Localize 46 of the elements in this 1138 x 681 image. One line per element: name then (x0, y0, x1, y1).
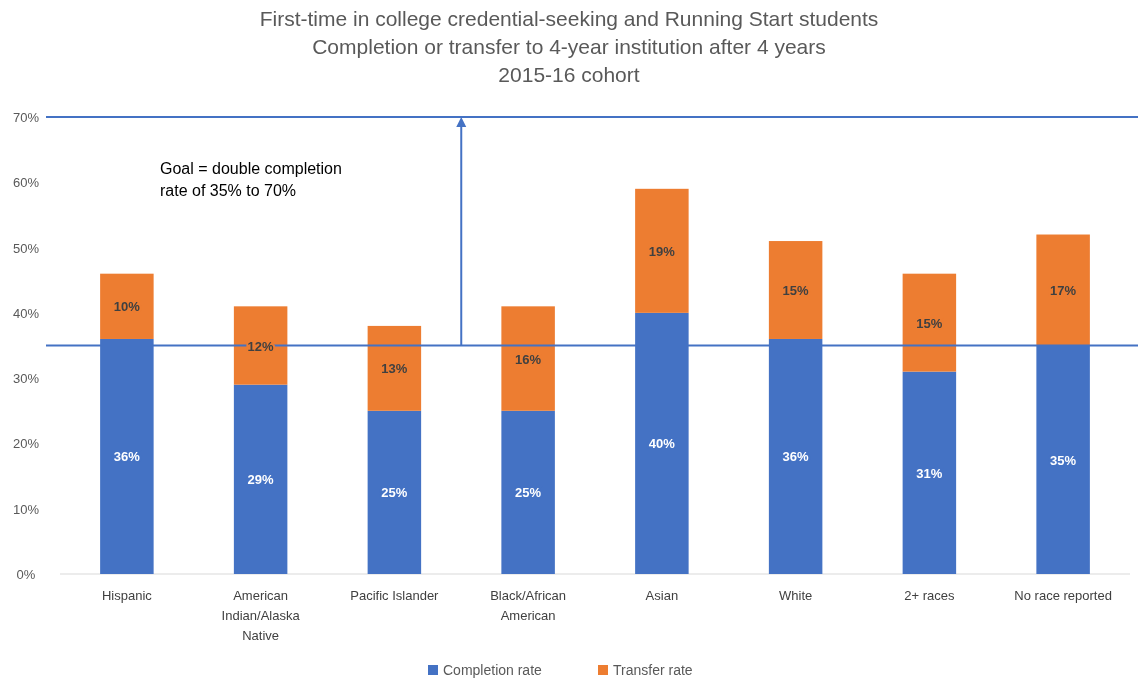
x-tick-label: White (779, 588, 813, 603)
x-tick-label: American Indian/Alaska Native (221, 588, 301, 643)
bar (768, 241, 823, 339)
x-tick-label: Black/African American (490, 588, 567, 623)
bar (233, 306, 288, 385)
y-tick-label: 60% (12, 175, 40, 191)
y-tick-label: 0% (16, 567, 36, 582)
bar (100, 273, 154, 339)
legend-label: Completion rate (443, 662, 543, 678)
data-label: 10% (113, 299, 141, 315)
data-label: 25% (381, 485, 408, 501)
chart-title: First-time in college credential-seeking and Running Start students Completion or transfer to 4-year institution after 4 years 2015-16 cohort (259, 7, 879, 86)
y-tick-label: 10% (12, 501, 40, 517)
data-label: 16% (515, 351, 542, 367)
bar (233, 384, 288, 574)
bar (501, 306, 555, 411)
y-tick-label: 70% (12, 110, 40, 125)
data-label: 36% (113, 449, 141, 465)
data-label: 19% (648, 243, 676, 259)
data-label: 15% (916, 315, 943, 331)
bar (902, 371, 957, 574)
bar (902, 273, 957, 372)
data-label: 13% (381, 361, 408, 377)
x-tick-label: No race reported (1014, 588, 1112, 603)
data-label: 25% (515, 485, 542, 501)
data-label: 17% (1050, 283, 1077, 299)
data-label: 31% (916, 465, 943, 481)
bar (1036, 234, 1090, 346)
bar (367, 410, 422, 574)
y-tick-label: 20% (12, 436, 40, 452)
legend-label: Transfer rate (613, 662, 693, 678)
data-label: 40% (648, 436, 676, 452)
data-label: 29% (247, 472, 275, 488)
bar (501, 410, 555, 574)
data-label: 15% (782, 283, 810, 299)
x-tick-label: 2+ races (904, 588, 955, 603)
y-tick-label: 50% (12, 240, 40, 256)
y-tick-label: 30% (12, 371, 40, 387)
annotation: Goal = double completion rate of 35% to 70% (160, 160, 342, 199)
x-tick-label: Hispanic (101, 588, 153, 603)
data-label: 35% (1050, 452, 1077, 468)
bar (635, 188, 689, 313)
data-label: 36% (782, 449, 810, 465)
x-tick-label: Asian (645, 588, 679, 603)
x-tick-label: Pacific Islander (350, 588, 440, 603)
y-tick-label: 40% (12, 305, 40, 321)
